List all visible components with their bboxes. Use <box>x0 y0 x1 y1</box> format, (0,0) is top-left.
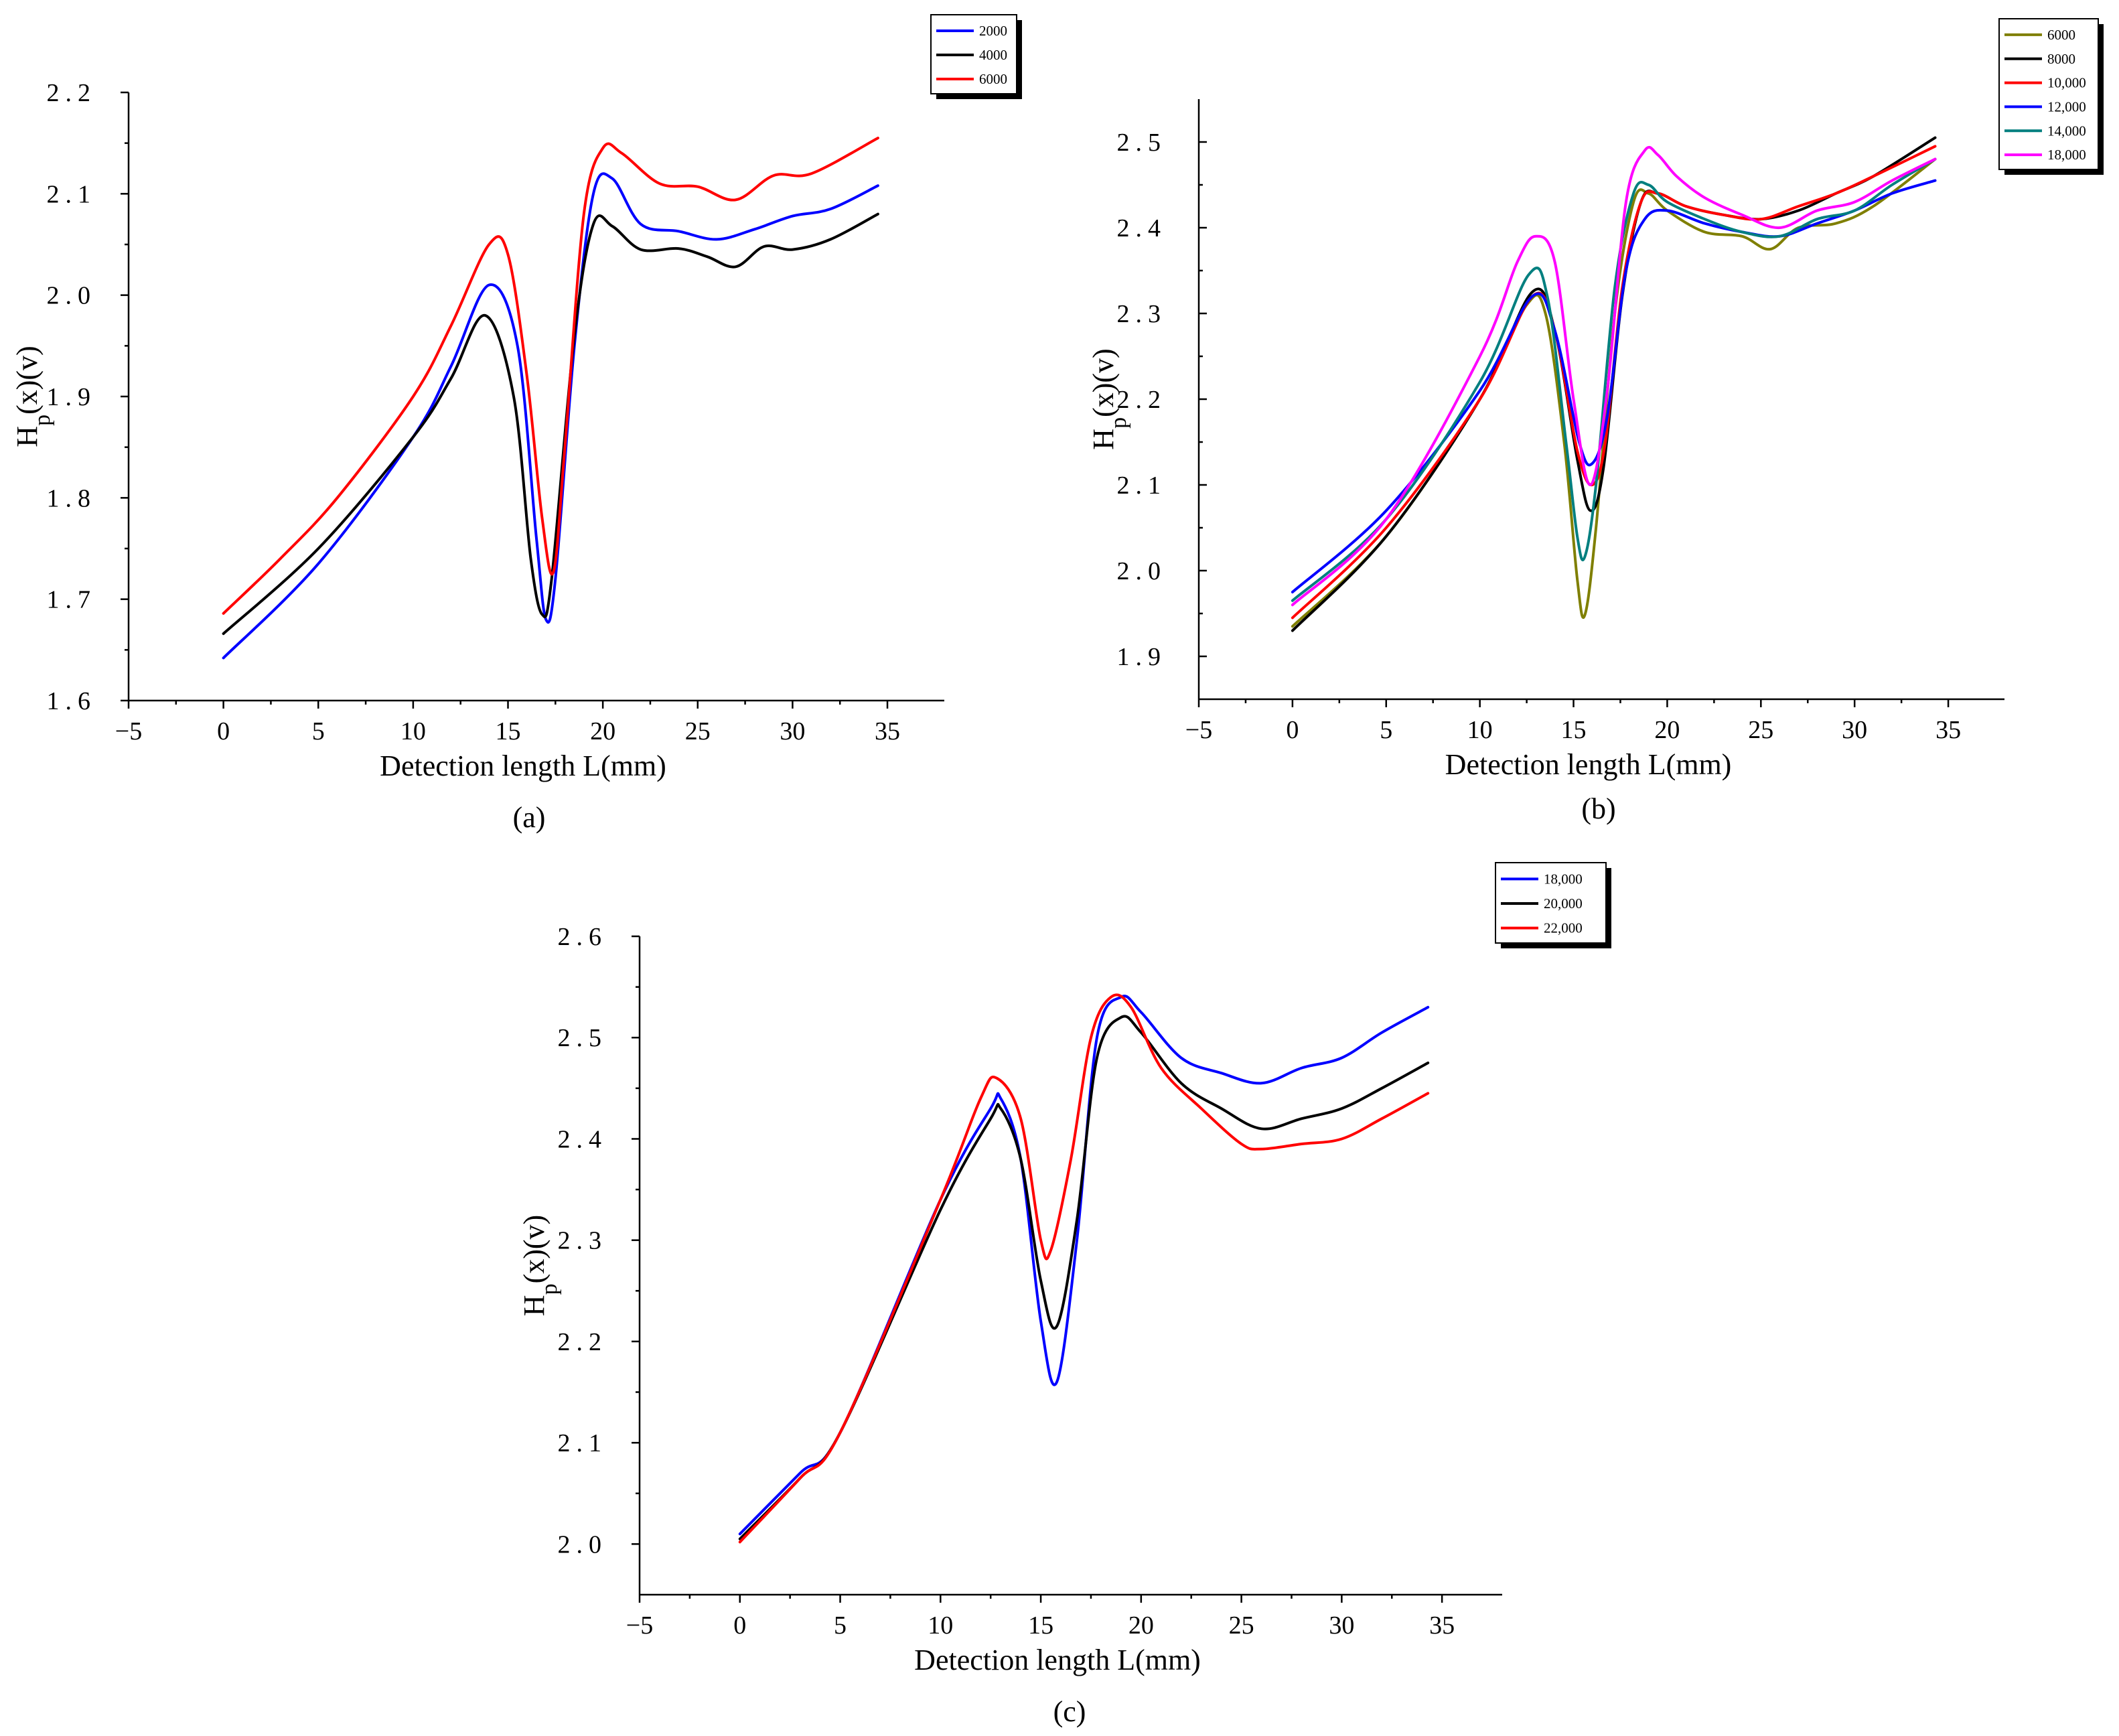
legend-label: 14,000 <box>2047 123 2086 139</box>
x-axis-title: Detection length L(mm) <box>380 749 666 782</box>
y-tick-label: 2.5 <box>1117 129 1167 157</box>
x-tick-label: 0 <box>217 717 230 745</box>
legend: 18,000 20,000 22,000 <box>1495 862 1611 948</box>
y-tick-label: 2.4 <box>558 1125 608 1153</box>
legend-label: 22,000 <box>1544 920 1583 936</box>
x-tick-label: 5 <box>1380 716 1392 744</box>
y-tick-label: 2.5 <box>558 1024 608 1052</box>
x-tick-label: 5 <box>834 1611 847 1640</box>
x-tick-label: 10 <box>400 717 426 745</box>
legend-label: 6000 <box>979 71 1007 87</box>
series-line-12000 <box>1291 179 1937 593</box>
y-tick-label: 2.0 <box>1117 557 1167 585</box>
x-tick-label: 5 <box>312 717 325 745</box>
legend-label: 18,000 <box>2047 147 2086 163</box>
x-tick-label: 15 <box>496 717 521 745</box>
x-tick-label: 10 <box>928 1611 953 1640</box>
y-tick-label: 2.1 <box>47 180 97 208</box>
x-tick-label: 35 <box>875 717 900 745</box>
x-tick-label: 30 <box>780 717 805 745</box>
y-tick-label: 1.9 <box>47 383 97 411</box>
legend-label: 18,000 <box>1544 871 1583 887</box>
x-tick-label: −5 <box>626 1611 653 1640</box>
legend-label: 4000 <box>979 47 1007 63</box>
y-axis-title: Hp(x)(v) <box>518 1215 562 1316</box>
y-tick-label: 2.1 <box>1117 472 1167 500</box>
legend-label: 20,000 <box>1544 895 1583 912</box>
series-line-8000 <box>1291 136 1937 632</box>
x-axis-title: Detection length L(mm) <box>914 1644 1201 1676</box>
y-tick-label: 2.3 <box>1117 300 1167 328</box>
x-tick-label: 0 <box>733 1611 746 1640</box>
legend-label: 10,000 <box>2047 75 2086 91</box>
x-tick-label: 20 <box>1128 1611 1154 1640</box>
y-axis-title: Hp(x)(v) <box>11 346 55 447</box>
x-tick-label: 35 <box>1429 1611 1455 1640</box>
legend-box <box>1998 18 2099 170</box>
series-line-22000 <box>738 993 1430 1544</box>
series-line-20000 <box>738 1015 1430 1540</box>
series-line-2000 <box>222 172 879 660</box>
x-tick-label: 15 <box>1561 716 1587 744</box>
y-tick-label: 1.8 <box>47 484 97 512</box>
series-line-6000 <box>222 137 879 615</box>
x-tick-label: −5 <box>115 717 142 745</box>
x-tick-label: 35 <box>1935 716 1961 744</box>
y-axis-title: Hp(x)(v) <box>1087 348 1131 449</box>
series-line-18000 <box>1291 145 1937 607</box>
y-tick-label: 1.6 <box>47 687 97 715</box>
x-tick-label: −5 <box>1185 716 1212 744</box>
x-tick-label: 30 <box>1842 716 1867 744</box>
panel-caption: (c) <box>1053 1695 1086 1728</box>
x-tick-label: 15 <box>1028 1611 1053 1640</box>
chart-panel-b: −5 0 5 10 15 20 25 30 35 1.9 2.0 2.1 2.2 2.3 2.4 2.5 Det… <box>1087 18 2104 825</box>
legend-label: 6000 <box>2047 27 2075 43</box>
legend: 2000 4000 6000 <box>930 14 1022 99</box>
x-tick-label: 30 <box>1329 1611 1354 1640</box>
legend-label: 12,000 <box>2047 98 2086 115</box>
chart-panel-a: −5 0 5 10 15 20 25 30 35 1.6 1.7 1.8 1.9 2.0 2.1 2.2 Det… <box>11 14 1022 834</box>
y-tick-label: 2.0 <box>47 282 97 310</box>
y-tick-label: 2.0 <box>558 1530 608 1559</box>
x-tick-label: 25 <box>1229 1611 1254 1640</box>
x-axis-title: Detection length L(mm) <box>1445 748 1732 781</box>
series-line-4000 <box>222 212 879 636</box>
y-tick-label: 1.7 <box>47 586 97 614</box>
panel-caption: (b) <box>1581 792 1615 825</box>
series-line-6000 <box>1291 157 1937 628</box>
y-tick-label: 2.4 <box>1117 214 1167 242</box>
legend-label: 2000 <box>979 23 1007 39</box>
legend-label: 8000 <box>2047 51 2075 67</box>
panel-caption: (a) <box>513 801 546 834</box>
x-tick-label: 0 <box>1286 716 1299 744</box>
y-tick-label: 2.6 <box>558 923 608 951</box>
y-tick-label: 1.9 <box>1117 643 1167 671</box>
y-tick-label: 2.2 <box>558 1328 608 1356</box>
y-tick-label: 2.3 <box>558 1227 608 1255</box>
chart-panel-c: −5 0 5 10 15 20 25 30 35 2.0 2.1 2.2 2.3 2.4 2.5 2.6 Det… <box>518 862 1611 1728</box>
x-tick-label: 20 <box>590 717 615 745</box>
x-tick-label: 10 <box>1467 716 1493 744</box>
legend: 6000 8000 10,000 12,000 14,000 18,000 <box>1998 18 2104 175</box>
y-tick-label: 2.2 <box>47 79 97 107</box>
y-tick-label: 2.1 <box>558 1429 608 1457</box>
x-tick-label: 25 <box>685 717 711 745</box>
x-tick-label: 20 <box>1654 716 1680 744</box>
y-tick-label: 2.2 <box>1117 386 1167 414</box>
x-tick-label: 25 <box>1748 716 1773 744</box>
